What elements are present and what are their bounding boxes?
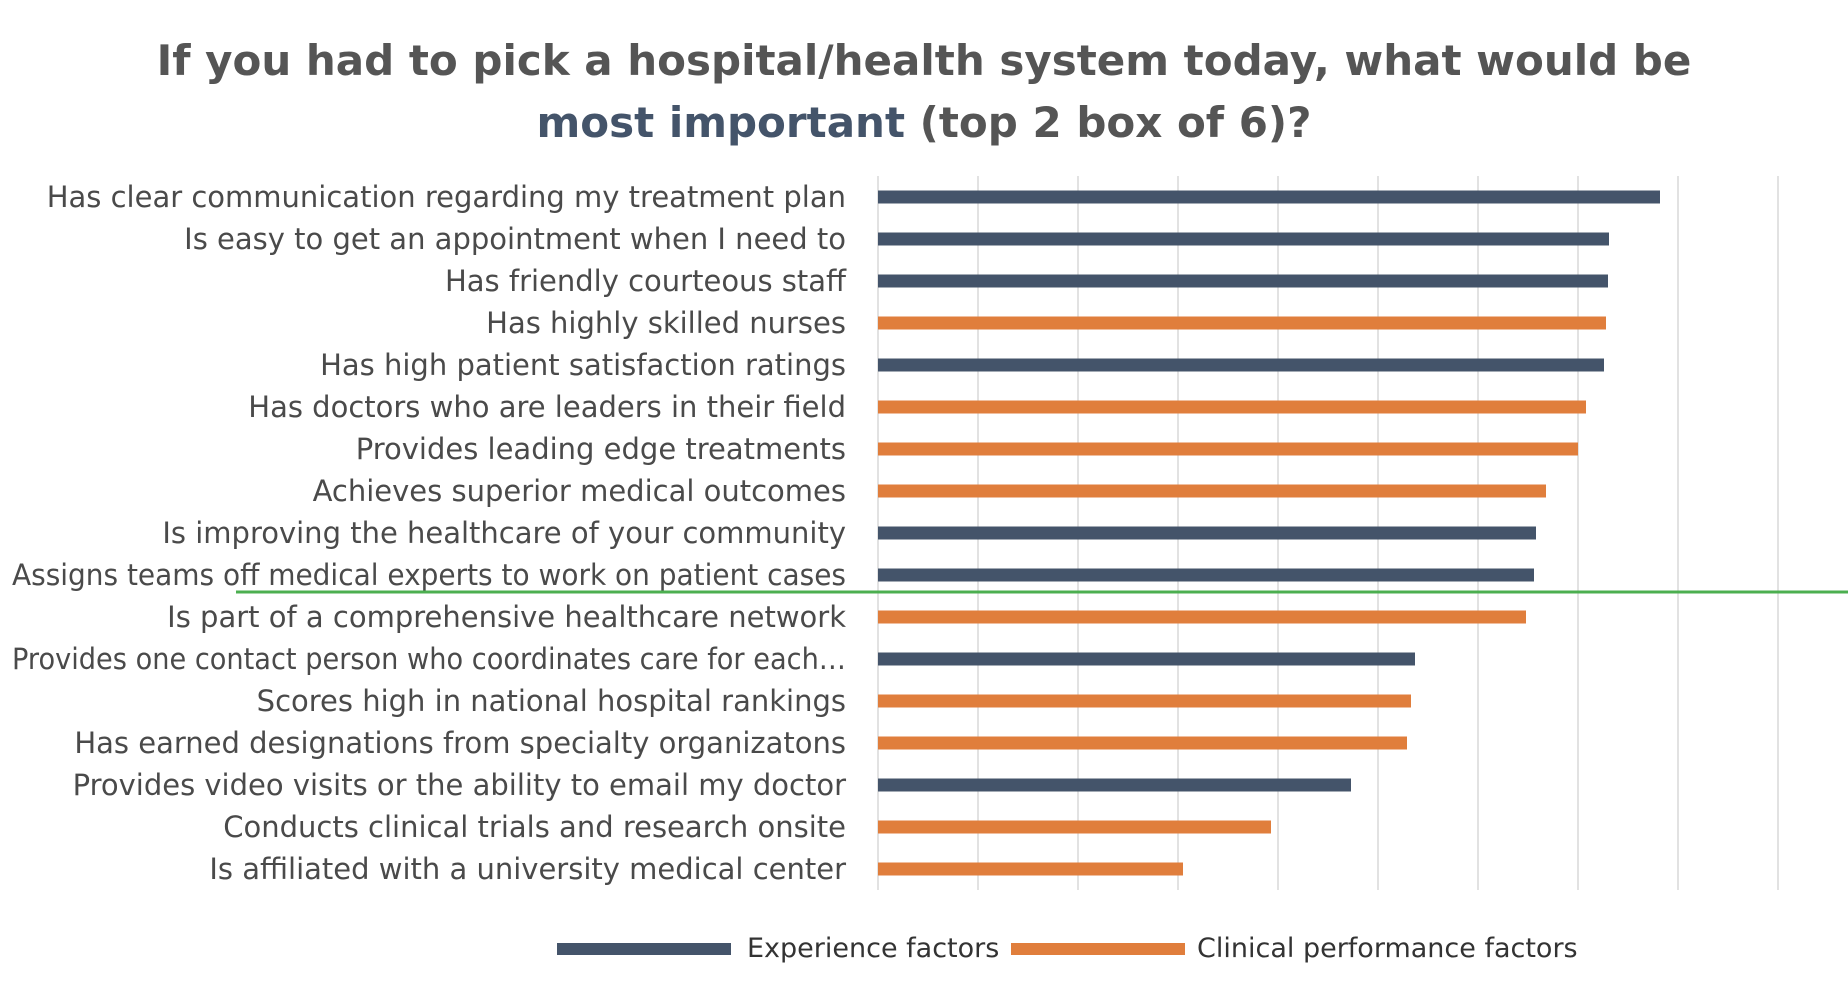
category-label: Has doctors who are leaders in their fie…: [248, 390, 846, 424]
category-label: Has clear communication regarding my tre…: [47, 180, 846, 214]
bar-clinical: [878, 736, 1407, 750]
bar-experience: [878, 652, 1415, 666]
bar-clinical: [878, 820, 1271, 834]
bar-experience: [878, 274, 1608, 288]
bar-experience: [878, 190, 1660, 204]
chart-title: If you had to pick a hospital/health sys…: [0, 30, 1848, 154]
bar-experience: [878, 526, 1536, 540]
bar-experience: [878, 358, 1604, 372]
chart-title-accent: most important: [536, 98, 906, 147]
category-label: Conducts clinical trials and research on…: [223, 810, 846, 844]
category-labels: Has clear communication regarding my tre…: [12, 180, 847, 886]
category-label: Assigns teams off medical experts to wor…: [12, 558, 846, 592]
category-label: Provides video visits or the ability to …: [73, 768, 846, 802]
bar-clinical: [878, 694, 1411, 708]
legend-label-clinical: Clinical performance factors: [1197, 933, 1578, 964]
category-label: Has earned designations from specialty o…: [74, 726, 846, 760]
bar-clinical: [878, 484, 1546, 498]
bar-experience: [878, 232, 1609, 246]
chart-title-line1: If you had to pick a hospital/health sys…: [156, 36, 1692, 85]
category-label: Provides leading edge treatments: [356, 432, 846, 466]
legend-swatch-experience: [557, 943, 731, 955]
legend-swatch-clinical: [1011, 943, 1185, 955]
category-label: Is improving the healthcare of your comm…: [162, 516, 846, 550]
category-label: Has friendly courteous staff: [445, 264, 847, 298]
category-label: Has high patient satisfaction ratings: [320, 348, 846, 382]
bar-clinical: [878, 442, 1578, 456]
category-label: Is part of a comprehensive healthcare ne…: [167, 600, 846, 634]
bar-chart: Has clear communication regarding my tre…: [12, 176, 1848, 890]
bars: [878, 190, 1660, 876]
category-label: Has highly skilled nurses: [486, 306, 846, 340]
chart-title-line2: most important (top 2 box of 6)?: [0, 92, 1848, 154]
category-label: Achieves superior medical outcomes: [313, 474, 846, 508]
bar-experience: [878, 568, 1534, 582]
bar-experience: [878, 778, 1351, 792]
category-label: Provides one contact person who coordina…: [12, 642, 846, 676]
bar-clinical: [878, 400, 1586, 414]
category-label: Scores high in national hospital ranking…: [257, 684, 846, 718]
legend-label-experience: Experience factors: [747, 933, 1000, 964]
bar-clinical: [878, 316, 1606, 330]
chart-title-rest: (top 2 box of 6)?: [905, 98, 1312, 147]
bar-clinical: [878, 610, 1526, 624]
bar-clinical: [878, 862, 1183, 876]
category-label: Is affiliated with a university medical …: [209, 852, 846, 886]
category-label: Is easy to get an appointment when I nee…: [184, 222, 846, 256]
legend: Experience factors Clinical performance …: [0, 930, 1848, 970]
